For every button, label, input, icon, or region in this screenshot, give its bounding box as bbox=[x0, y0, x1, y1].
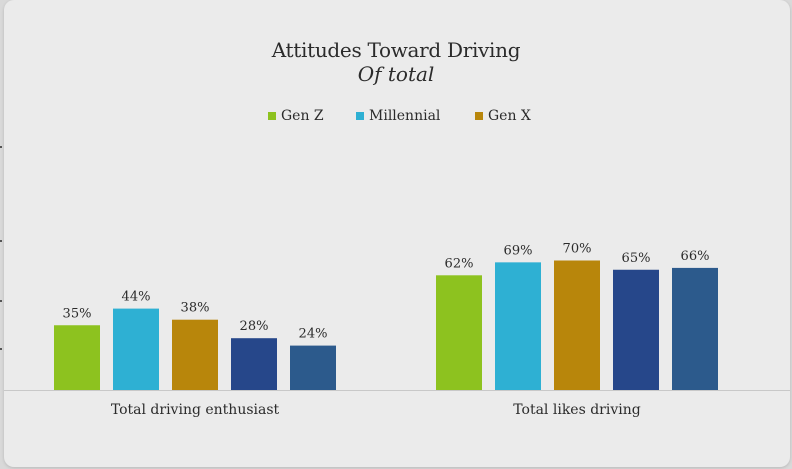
edge-tick bbox=[0, 146, 2, 148]
data-label: 66% bbox=[681, 249, 710, 264]
bar-gen-z-total-driving-enthusiast bbox=[54, 325, 100, 390]
data-label: 35% bbox=[63, 306, 92, 321]
bar-series-4-total-driving-enthusiast bbox=[231, 338, 277, 390]
bar-millennial-total-likes-driving bbox=[495, 262, 541, 390]
chart-legend: Gen Z Millennial Gen X bbox=[0, 108, 792, 130]
chart-title: Attitudes Toward Driving bbox=[271, 38, 521, 62]
legend-item-gen-z: Gen Z bbox=[268, 108, 324, 124]
bar-series-4-total-likes-driving bbox=[613, 269, 659, 390]
category-label-total-likes-driving: Total likes driving bbox=[513, 402, 640, 418]
data-label: 44% bbox=[122, 290, 151, 305]
bar-millennial-total-driving-enthusiast bbox=[113, 308, 159, 390]
data-label: 69% bbox=[504, 243, 533, 258]
bar-gen-z-total-likes-driving bbox=[436, 275, 482, 390]
legend-label-millennial: Millennial bbox=[369, 108, 441, 124]
legend-swatch-gen-x bbox=[475, 112, 483, 120]
legend-swatch-gen-z bbox=[268, 112, 276, 120]
data-label: 28% bbox=[240, 319, 269, 334]
data-label: 24% bbox=[299, 327, 328, 342]
legend-swatch-millennial bbox=[356, 112, 364, 120]
bar-series-5-total-driving-enthusiast bbox=[290, 345, 336, 390]
legend-label-gen-z: Gen Z bbox=[281, 108, 324, 124]
data-label: 70% bbox=[563, 242, 592, 257]
data-label: 65% bbox=[622, 251, 651, 266]
bar-gen-x-total-driving-enthusiast bbox=[172, 319, 218, 390]
edge-tick bbox=[0, 300, 2, 302]
edge-tick bbox=[0, 348, 2, 350]
data-label: 38% bbox=[181, 301, 210, 316]
category-label-total-driving-enthusiast: Total driving enthusiast bbox=[111, 402, 280, 418]
bar-gen-x-total-likes-driving bbox=[554, 260, 600, 390]
bar-series-5-total-likes-driving bbox=[672, 267, 718, 390]
legend-item-millennial: Millennial bbox=[356, 108, 440, 124]
data-label: 62% bbox=[445, 256, 474, 271]
chart-subtitle: Of total bbox=[357, 62, 435, 86]
legend-item-gen-x: Gen X bbox=[475, 108, 531, 124]
edge-tick bbox=[0, 240, 2, 242]
legend-label-gen-x: Gen X bbox=[488, 108, 531, 124]
